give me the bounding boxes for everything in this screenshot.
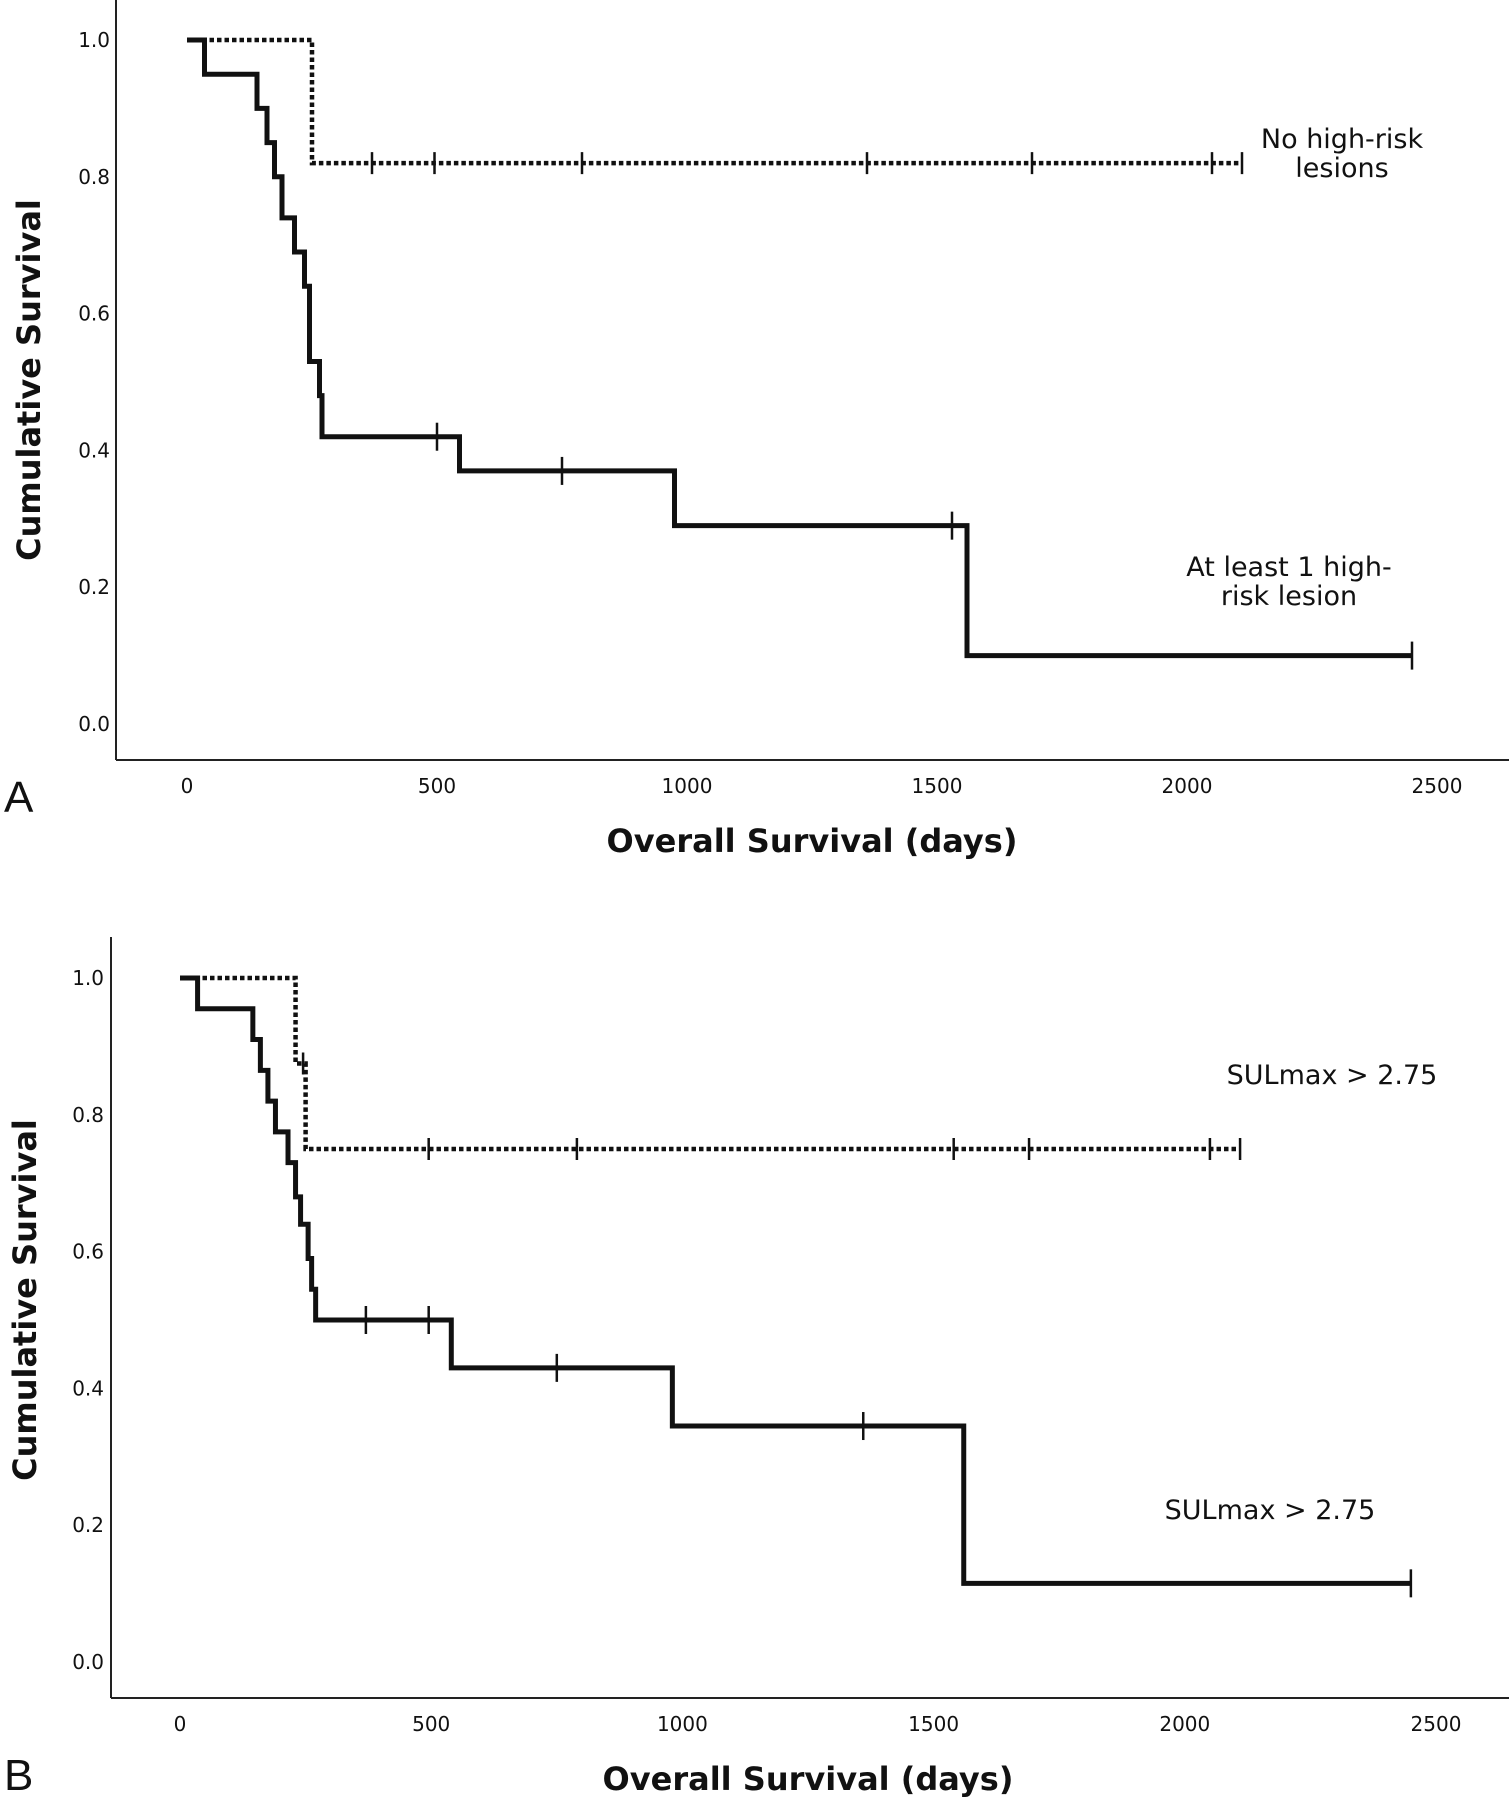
- panel-b-y-tick-label: 0.6: [72, 1240, 104, 1264]
- panel-a-series-1-curve: [187, 37, 1242, 166]
- panel-b-y-tick-label: 0.2: [72, 1513, 104, 1537]
- panel-a-series-1-label-line-2: lesions: [1295, 153, 1388, 184]
- panel-a-y-tick-label: 0.6: [78, 302, 110, 326]
- panel-b-y-tick-label: 0.8: [72, 1103, 104, 1127]
- panel-a-x-tick-label: 500: [418, 774, 456, 798]
- panel-b-x-axis-title: Overall Survival (days): [603, 1760, 1014, 1798]
- panel-a-curves: [187, 37, 1414, 670]
- panel-a-x-tick-label: 2500: [1412, 774, 1463, 798]
- panel-a-x-axis-title: Overall Survival (days): [607, 822, 1018, 860]
- panel-a-letter: A: [4, 773, 34, 822]
- panel-b-x-tick-label: 500: [412, 1712, 450, 1736]
- panel-a-axes: [115, 0, 1509, 761]
- panel-b-y-axis-title: Cumulative Survival: [6, 1119, 44, 1481]
- panel-a-y-tick-labels: 0.0 0.2 0.4 0.6 0.8 1.0: [78, 28, 110, 736]
- panel-a-x-tick-labels: 0 500 1000 1500 2000 2500: [181, 774, 1463, 798]
- panel-a-series-1-label-line-1: No high-risk: [1261, 124, 1424, 155]
- panel-b-axes: [110, 937, 1509, 1699]
- panel-a-x-tick-label: 0: [181, 774, 194, 798]
- panel-a-series-2-label-line-2: risk lesion: [1221, 581, 1357, 612]
- panel-a-y-tick-label: 0.4: [78, 438, 110, 462]
- panel-b-series-1-curve: [180, 975, 1241, 1152]
- panel-a-y-tick-label: 0.0: [78, 712, 110, 736]
- panel-a: 0.00.20.40.60.81.0 0 500 1000 1500 2000 2500 …: [4, 0, 1509, 860]
- panel-a-series-2-label-line-1: At least 1 high-: [1186, 552, 1391, 583]
- panel-b-x-tick-label: 1000: [657, 1712, 708, 1736]
- panel-a-y-axis-title: Cumulative Survival: [10, 199, 48, 561]
- panel-b-y-tick-label: 0.0: [72, 1650, 104, 1674]
- panel-b: 0.00.20.40.60.81.0 0 500 1000 1500 2000 2500 …: [4, 937, 1509, 1800]
- panel-b-x-tick-labels: 0 500 1000 1500 2000 2500: [174, 1712, 1462, 1736]
- panel-b-y-tick-label: 1.0: [72, 966, 104, 990]
- panel-a-x-tick-label: 2000: [1162, 774, 1213, 798]
- panel-b-x-tick-label: 2500: [1411, 1712, 1462, 1736]
- panel-b-series-2-label: SULmax > 2.75: [1165, 1495, 1376, 1526]
- panel-a-x-tick-label: 1000: [662, 774, 713, 798]
- panel-b-x-tick-label: 2000: [1159, 1712, 1210, 1736]
- panel-a-x-tick-label: 1500: [912, 774, 963, 798]
- panel-b-series-2-curve: [180, 975, 1411, 1586]
- panel-a-y-tick-label: 0.8: [78, 165, 110, 189]
- panel-b-y-tick-labels: 0.0 0.2 0.4 0.6 0.8 1.0: [72, 966, 104, 1674]
- panel-a-series-2-curve: [187, 37, 1412, 659]
- panel-b-x-tick-label: 0: [174, 1712, 187, 1736]
- panel-a-y-tick-label: 0.2: [78, 575, 110, 599]
- panel-b-series-1-label: SULmax > 2.75: [1227, 1060, 1438, 1091]
- panel-b-letter: B: [4, 1751, 33, 1800]
- panel-b-curves: [180, 975, 1413, 1598]
- panel-a-y-tick-label: 1.0: [78, 28, 110, 52]
- panel-b-x-tick-label: 1500: [908, 1712, 959, 1736]
- panel-b-y-tick-label: 0.4: [72, 1376, 104, 1400]
